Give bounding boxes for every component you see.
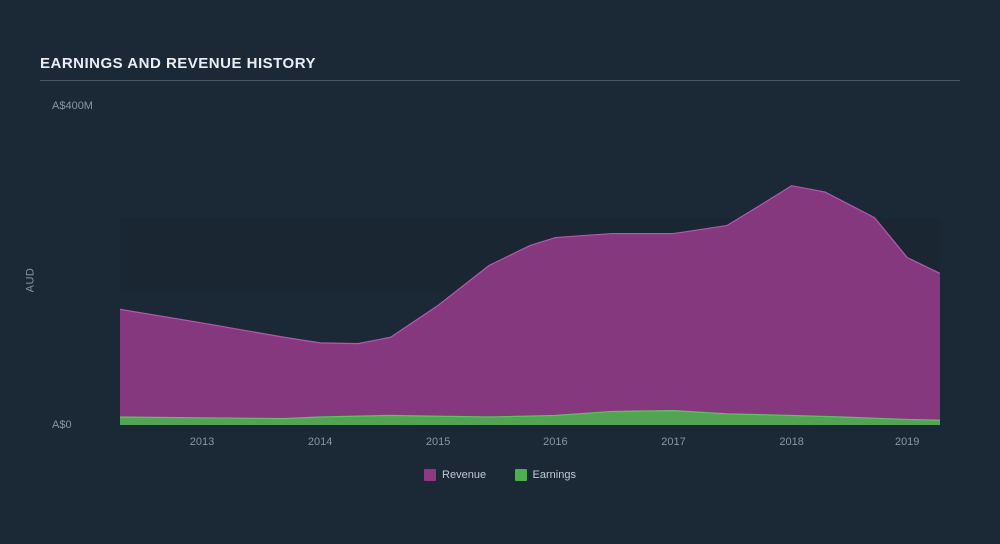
x-tick: 2017	[661, 436, 685, 448]
x-axis-labels: 2013 2014 2015 2016 2017 2018 2019	[120, 430, 940, 450]
x-tick: 2015	[426, 436, 450, 448]
area-chart-svg	[120, 90, 940, 425]
title-underline	[40, 80, 960, 81]
legend-item-earnings: Earnings	[515, 469, 576, 481]
plot-area	[120, 90, 940, 425]
legend-swatch-earnings	[515, 469, 527, 481]
x-tick: 2016	[543, 436, 567, 448]
chart-title: EARNINGS AND REVENUE HISTORY	[40, 55, 960, 80]
y-tick-bottom: A$0	[52, 419, 72, 431]
legend-label-revenue: Revenue	[442, 469, 486, 481]
legend-swatch-revenue	[424, 469, 436, 481]
chart-header: EARNINGS AND REVENUE HISTORY	[40, 55, 960, 81]
legend-item-revenue: Revenue	[424, 469, 486, 481]
legend-label-earnings: Earnings	[533, 469, 576, 481]
plot-wrap: AUD A$400M A$0 2013201420152016201720182…	[40, 90, 960, 470]
x-tick: 2014	[308, 436, 332, 448]
y-axis-title: AUD	[24, 268, 36, 293]
y-tick-top: A$400M	[52, 100, 93, 112]
x-tick: 2018	[779, 436, 803, 448]
x-tick: 2013	[190, 436, 214, 448]
legend: Revenue Earnings	[0, 468, 1000, 486]
x-tick: 2019	[895, 436, 919, 448]
